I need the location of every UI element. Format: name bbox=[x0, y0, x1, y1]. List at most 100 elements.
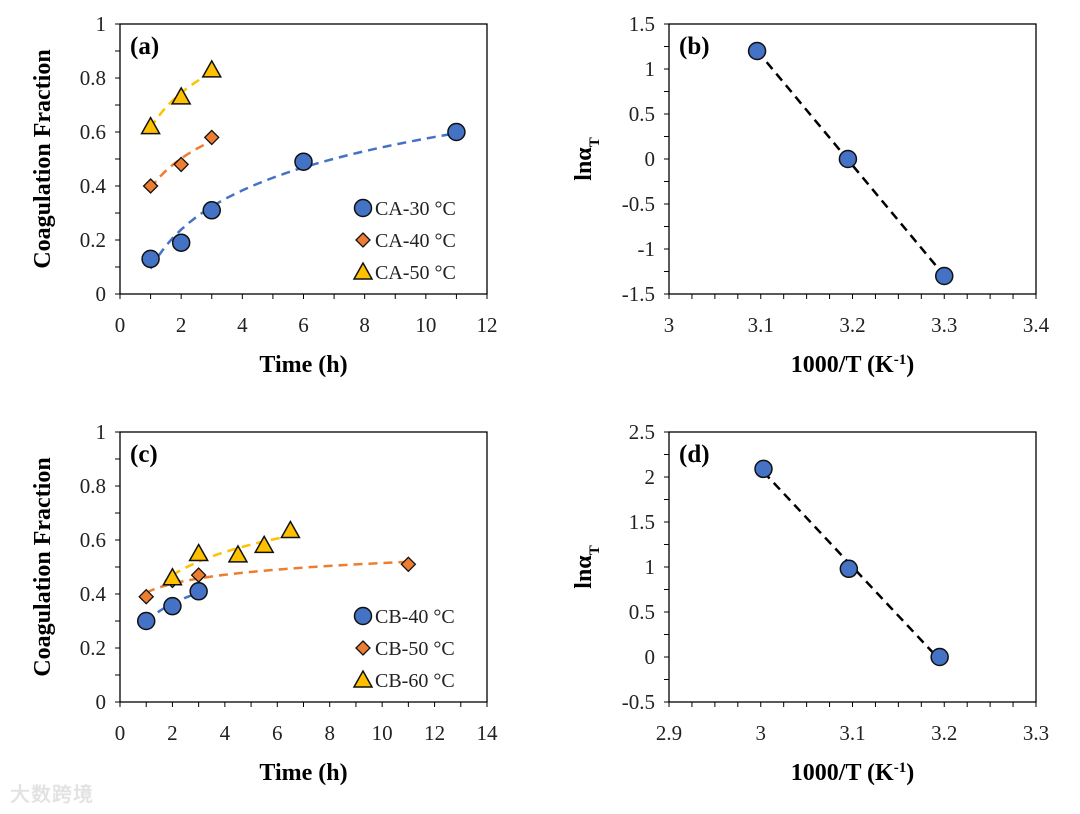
x-axis-label: Time (h) bbox=[259, 352, 347, 378]
chart-panel-a: 0 2 4 6 8 10 12 0 0.2 0.4 0.6 0.8 1 (a) Time (h) Coagul… bbox=[30, 12, 498, 378]
data-point bbox=[202, 201, 221, 220]
x-axis-label-end: ) bbox=[906, 352, 914, 378]
legend-label: CB-60 °C bbox=[375, 670, 455, 692]
y-tick-label: 2 bbox=[645, 465, 656, 489]
y-tick-label: 0.2 bbox=[80, 636, 106, 660]
legend-label: CA-50 °C bbox=[375, 262, 456, 284]
x-tick-label: 14 bbox=[477, 721, 499, 745]
y-tick-label: 2.5 bbox=[629, 420, 655, 444]
panel-label: (c) bbox=[130, 441, 158, 468]
y-tick-label: 1.5 bbox=[629, 12, 655, 36]
x-tick-label: 3.3 bbox=[1023, 721, 1049, 745]
x-tick-label: 0 bbox=[115, 721, 126, 745]
series-3: CA-50 °C bbox=[140, 59, 456, 284]
data-point bbox=[173, 156, 190, 173]
x-tick-label: 2 bbox=[167, 721, 178, 745]
data-point bbox=[201, 59, 223, 78]
x-tick-label: 3.2 bbox=[931, 721, 957, 745]
chart-panel-d: 2.9 3 3.1 3.2 3.3 -0.5 0 0.5 1 1.5 2 2.5 (d) 1000/T (… bbox=[571, 420, 1049, 786]
x-axis-label-sup: -1 bbox=[894, 352, 907, 368]
y-axis-label-text: Coagulation Fraction bbox=[30, 49, 56, 268]
trendline bbox=[145, 560, 409, 594]
x-tick-label: 12 bbox=[477, 313, 498, 337]
y-tick-label: 0 bbox=[96, 690, 107, 714]
data-point bbox=[747, 41, 767, 61]
series-1 bbox=[747, 41, 954, 286]
x-tick-label: 2 bbox=[176, 313, 187, 337]
series-1 bbox=[754, 459, 949, 667]
y-axis-label: lnαT bbox=[571, 137, 603, 180]
legend-marker bbox=[353, 606, 373, 626]
legend-marker bbox=[352, 261, 374, 280]
series-1: CB-40 °C bbox=[136, 582, 455, 631]
x-tick-label: 12 bbox=[424, 721, 445, 745]
x-tick-label: 0 bbox=[115, 313, 126, 337]
x-tick-label: 8 bbox=[359, 313, 370, 337]
x-tick-label: 3.2 bbox=[839, 313, 865, 337]
data-point bbox=[136, 611, 156, 631]
legend-marker bbox=[355, 232, 371, 248]
series-3: CB-60 °C bbox=[162, 520, 455, 692]
y-tick-label: 0 bbox=[645, 645, 656, 669]
x-tick-label: 3.1 bbox=[839, 721, 865, 745]
x-axis-label-text: Time (h) bbox=[259, 352, 347, 378]
trendline bbox=[756, 49, 946, 277]
y-tick-label: 1 bbox=[96, 420, 107, 444]
data-point bbox=[227, 544, 249, 563]
y-tick-label: 0.8 bbox=[80, 66, 106, 90]
data-point bbox=[935, 266, 954, 286]
x-axis-label-sup: -1 bbox=[894, 760, 907, 776]
data-point bbox=[188, 542, 209, 562]
panel-label: (b) bbox=[679, 33, 710, 60]
y-tick-label: -0.5 bbox=[622, 690, 655, 714]
y-tick-label: 0.8 bbox=[80, 474, 106, 498]
legend-label: CA-40 °C bbox=[375, 230, 456, 252]
trendline bbox=[149, 139, 213, 189]
legend-marker bbox=[353, 198, 373, 218]
x-axis-label: 1000/T (K-1) bbox=[791, 352, 914, 378]
trendline bbox=[171, 534, 291, 577]
data-point bbox=[839, 559, 859, 579]
watermark: 大数跨境 bbox=[10, 782, 94, 806]
y-tick-label: 0.2 bbox=[80, 228, 106, 252]
x-tick-label: 2.9 bbox=[656, 721, 682, 745]
data-point bbox=[140, 116, 161, 135]
y-tick-label: -0.5 bbox=[622, 192, 655, 216]
data-point bbox=[162, 567, 183, 586]
x-tick-label: 6 bbox=[272, 721, 283, 745]
y-tick-label: 0.6 bbox=[80, 528, 106, 552]
x-axis-label-text: Time (h) bbox=[259, 760, 347, 786]
y-axis-label-text: Coagulation Fraction bbox=[30, 457, 56, 676]
y-axis-label-text: lnα bbox=[571, 147, 597, 181]
data-point bbox=[930, 647, 949, 667]
panel-label: (a) bbox=[130, 33, 159, 60]
x-tick-label: 8 bbox=[324, 721, 335, 745]
y-tick-label: 1 bbox=[645, 555, 656, 579]
x-tick-label: 3.4 bbox=[1023, 313, 1050, 337]
data-point bbox=[280, 520, 301, 539]
legend-marker bbox=[355, 640, 371, 656]
data-point bbox=[141, 249, 160, 269]
y-axis-label: Coagulation Fraction bbox=[30, 457, 56, 676]
x-axis-label: 1000/T (K-1) bbox=[791, 760, 914, 786]
data-point bbox=[189, 582, 208, 601]
y-axis-label: Coagulation Fraction bbox=[30, 49, 56, 268]
y-tick-label: 1 bbox=[645, 57, 656, 81]
x-tick-label: 3 bbox=[664, 313, 675, 337]
legend-label: CB-50 °C bbox=[375, 638, 455, 660]
y-tick-label: 0.4 bbox=[80, 582, 107, 606]
series-1: CA-30 °C bbox=[141, 122, 466, 270]
y-tick-label: 1.5 bbox=[629, 510, 655, 534]
panel-label: (d) bbox=[679, 441, 710, 468]
data-point bbox=[163, 596, 182, 616]
legend-label: CB-40 °C bbox=[375, 606, 455, 628]
y-tick-label: -1 bbox=[638, 237, 656, 261]
series-2: CA-40 °C bbox=[142, 129, 456, 252]
x-axis-label-end: ) bbox=[906, 760, 914, 786]
x-tick-label: 3.1 bbox=[748, 313, 774, 337]
y-tick-label: 0 bbox=[645, 147, 656, 171]
y-axis-label-sub: T bbox=[587, 137, 603, 147]
data-point bbox=[203, 129, 220, 146]
x-tick-label: 6 bbox=[298, 313, 309, 337]
